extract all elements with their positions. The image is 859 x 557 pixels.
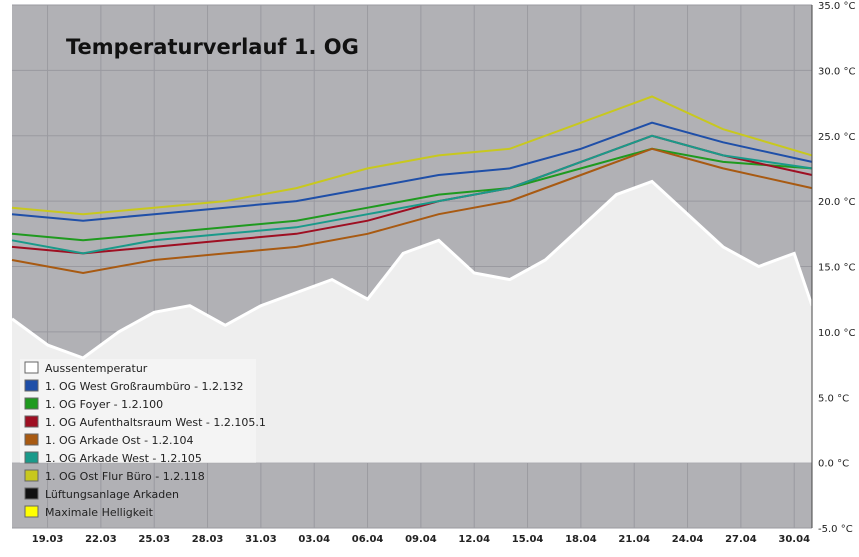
legend-swatch[interactable] — [24, 379, 39, 392]
x-tick-label: 30.04 — [778, 534, 810, 545]
legend-label[interactable]: 1. OG West Großraumbüro - 1.2.132 — [45, 380, 244, 393]
series-line — [11, 121, 813, 222]
axes: 35.0 °C 30.0 °C 25.0 °C 20.0 °C 15.0 °C 10.0 … — [32, 1, 856, 545]
x-tick-label: 18.04 — [565, 534, 597, 545]
legend-label[interactable]: 1. OG Arkade Ost - 1.2.104 — [45, 434, 194, 447]
legend-swatch[interactable] — [24, 433, 39, 446]
legend-label[interactable]: Maximale Helligkeit — [45, 506, 154, 519]
y-tick-label: 0.0 °C — [818, 459, 849, 470]
x-tick-label: 25.03 — [138, 534, 170, 545]
legend-label[interactable]: 1. OG Arkade West - 1.2.105 — [45, 452, 202, 465]
legend-label[interactable]: Aussentemperatur — [45, 362, 148, 375]
y-tick-label: 30.0 °C — [818, 66, 855, 77]
x-tick-label: 12.04 — [458, 534, 490, 545]
legend-swatch[interactable] — [24, 397, 39, 410]
y-tick-label: 15.0 °C — [818, 263, 855, 274]
x-tick-label: 28.03 — [192, 534, 224, 545]
legend-label[interactable]: 1. OG Foyer - 1.2.100 — [45, 398, 163, 411]
series-area-aussentemperatur — [12, 181, 812, 463]
series-layer — [11, 95, 814, 463]
legend-label[interactable]: 1. OG Aufenthaltsraum West - 1.2.105.1 — [45, 416, 266, 429]
legend-swatch[interactable] — [24, 505, 39, 518]
y-tick-label: 20.0 °C — [818, 197, 855, 208]
x-tick-label: 09.04 — [405, 534, 437, 545]
legend-background — [20, 359, 256, 463]
legend-swatch[interactable] — [24, 487, 39, 500]
legend-swatch[interactable] — [24, 451, 39, 464]
x-tick-label: 06.04 — [352, 534, 384, 545]
series-line — [11, 147, 813, 242]
y-tick-label: 5.0 °C — [818, 393, 849, 404]
x-tick-label: 31.03 — [245, 534, 277, 545]
x-tick-label: 15.04 — [512, 534, 544, 545]
series-line — [11, 134, 813, 255]
series-line — [11, 95, 813, 216]
x-tick-label: 21.04 — [618, 534, 650, 545]
x-tick-label: 24.04 — [672, 534, 704, 545]
y-tick-label: 10.0 °C — [818, 328, 855, 339]
x-tick-label: 03.04 — [298, 534, 330, 545]
y-tick-label: 35.0 °C — [818, 1, 855, 12]
x-tick-label: 22.03 — [85, 534, 117, 545]
legend[interactable]: Aussentemperatur 1. OG West Großraumbüro … — [20, 359, 266, 519]
series-line — [11, 147, 813, 275]
x-tick-label: 27.04 — [725, 534, 757, 545]
legend-swatch[interactable] — [24, 415, 39, 428]
x-tick-label: 19.03 — [32, 534, 64, 545]
legend-swatch[interactable] — [24, 469, 39, 482]
legend-swatch[interactable] — [24, 361, 39, 374]
legend-label[interactable]: Lüftungsanlage Arkaden — [45, 488, 179, 501]
y-tick-label: -5.0 °C — [818, 524, 853, 535]
legend-label[interactable]: 1. OG Ost Flur Büro - 1.2.118 — [45, 470, 205, 483]
y-tick-label: 25.0 °C — [818, 132, 855, 143]
series-line-aussentemperatur — [11, 179, 814, 360]
chart-title: Temperaturverlauf 1. OG — [66, 35, 359, 59]
